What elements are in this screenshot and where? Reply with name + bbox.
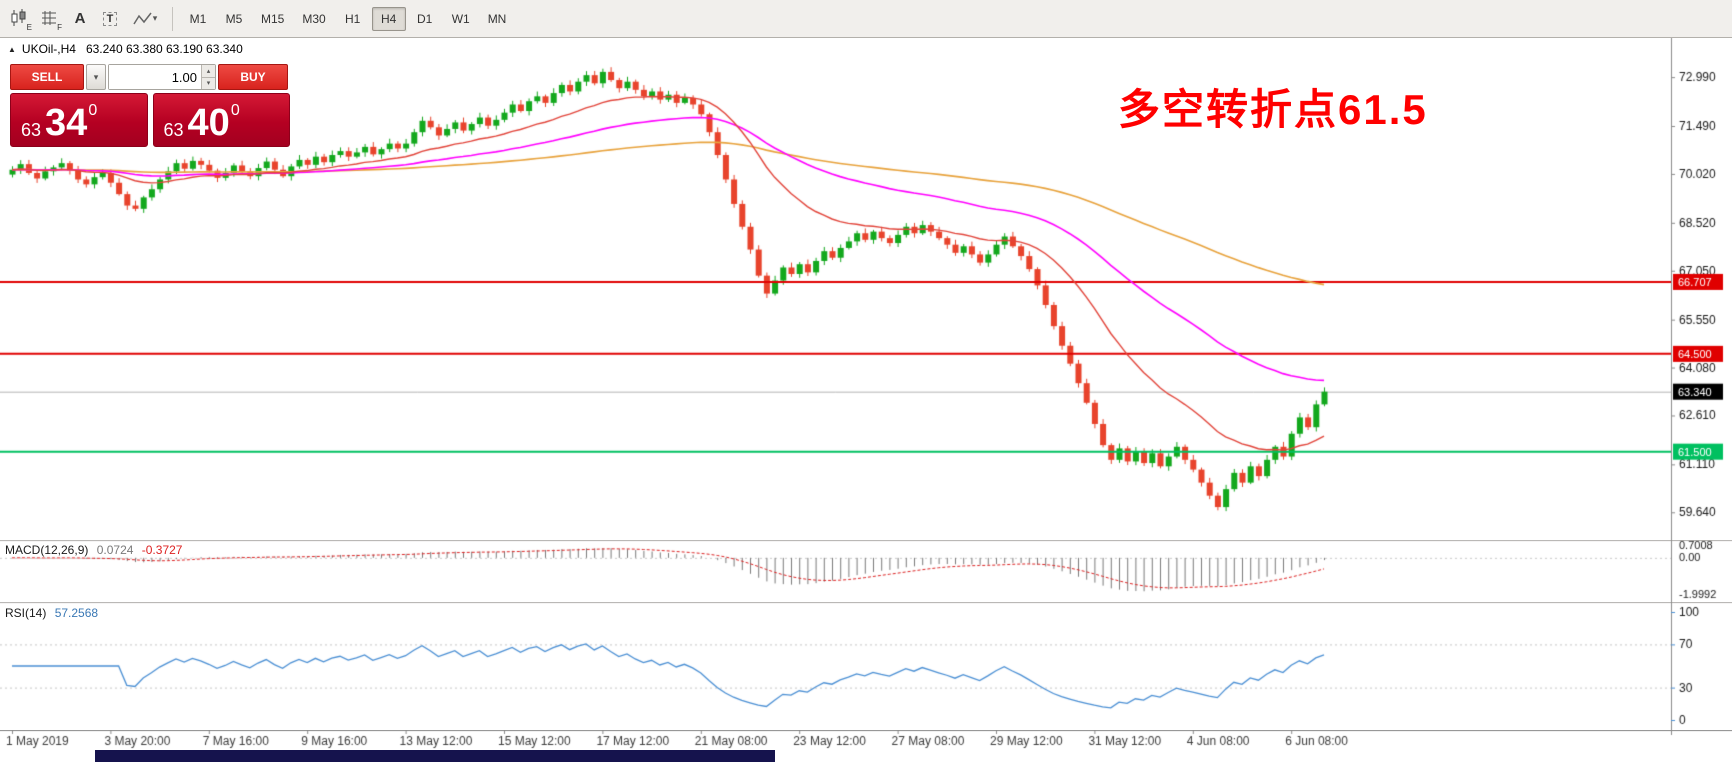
ohlc-values: 63.240 63.380 63.190 63.340	[85, 42, 243, 56]
buy-button[interactable]: BUY	[218, 64, 288, 90]
dropdown-caret-icon: ▾	[152, 13, 158, 23]
rsi-label: RSI(14) 57.2568	[5, 606, 98, 620]
letter-a-icon: A	[74, 10, 86, 27]
collapse-triangle-icon[interactable]: ▲	[8, 44, 16, 54]
top-toolbar: E F A T ▾ M1 M5 M15 M30 H1	[0, 0, 1732, 38]
text-tool-icon[interactable]: A	[66, 5, 94, 33]
macd-indicator-canvas[interactable]	[0, 540, 1732, 602]
volume-decrease-button[interactable]: ▾	[201, 77, 215, 89]
buy-price-small: 63	[163, 120, 184, 140]
macd-name: MACD(12,26,9)	[5, 543, 89, 557]
candles-icon	[11, 8, 26, 26]
rsi-indicator-canvas[interactable]	[0, 602, 1732, 730]
sell-price-display[interactable]: 63 34 0	[10, 93, 148, 147]
text-box-tool-icon[interactable]: T	[96, 5, 124, 33]
symbol-timeframe-label: UKOil-,H4	[21, 42, 76, 56]
one-click-trading-panel: SELL ▾ ▴ ▾ BUY 63 34 0 63 40 0	[10, 64, 290, 147]
icon-sub-label: E	[26, 22, 32, 32]
buy-price-sup: 0	[230, 102, 240, 119]
candlestick-chart-tool-icon[interactable]: E	[6, 5, 34, 33]
sell-button[interactable]: SELL	[10, 64, 84, 90]
timeframe-d1[interactable]: D1	[417, 11, 433, 26]
timeframe-m15[interactable]: M15	[261, 11, 285, 26]
macd-label: MACD(12,26,9) 0.0724 -0.3727	[5, 543, 182, 557]
volume-spinner: ▴ ▾	[201, 65, 215, 89]
rsi-value: 57.2568	[54, 606, 99, 620]
taskbar-fragment	[95, 750, 775, 762]
boxed-t-icon: T	[102, 11, 118, 26]
timeframe-w1[interactable]: W1	[451, 11, 470, 26]
buy-price-display[interactable]: 63 40 0	[152, 93, 290, 147]
timeframe-m1[interactable]: M1	[189, 11, 207, 26]
macd-signal-value: -0.3727	[141, 543, 183, 557]
indicator-tool-icon[interactable]: ▾	[126, 5, 164, 33]
toolbar-separator	[172, 6, 173, 31]
time-axis-canvas[interactable]	[0, 730, 1732, 750]
volume-field-wrap: ▴ ▾	[108, 64, 216, 90]
sell-price-sup: 0	[88, 102, 98, 119]
timeframe-h4[interactable]: H4	[371, 6, 406, 31]
volume-increase-button[interactable]: ▴	[201, 65, 215, 78]
rsi-name: RSI(14)	[5, 606, 47, 620]
chart-annotation-text: 多空转折点61.5	[1118, 86, 1428, 133]
buy-price-big: 40	[187, 101, 230, 144]
grid-icon	[42, 10, 56, 25]
volume-dropdown-button[interactable]: ▾	[86, 64, 106, 90]
grid-tool-icon[interactable]: F	[36, 5, 64, 33]
icon-sub-label: F	[57, 22, 62, 32]
volume-input[interactable]	[109, 65, 215, 89]
timeframe-h1[interactable]: H1	[345, 11, 361, 26]
sell-price-small: 63	[21, 120, 42, 140]
sell-price-big: 34	[45, 101, 88, 144]
macd-main-value: 0.0724	[96, 543, 134, 557]
timeframe-m30[interactable]: M30	[302, 11, 326, 26]
chart-title: ▲ UKOil-,H4 63.240 63.380 63.190 63.340	[8, 42, 243, 56]
timeframe-m5[interactable]: M5	[225, 11, 243, 26]
timeframe-mn[interactable]: MN	[487, 11, 507, 26]
zigzag-icon	[133, 12, 152, 24]
